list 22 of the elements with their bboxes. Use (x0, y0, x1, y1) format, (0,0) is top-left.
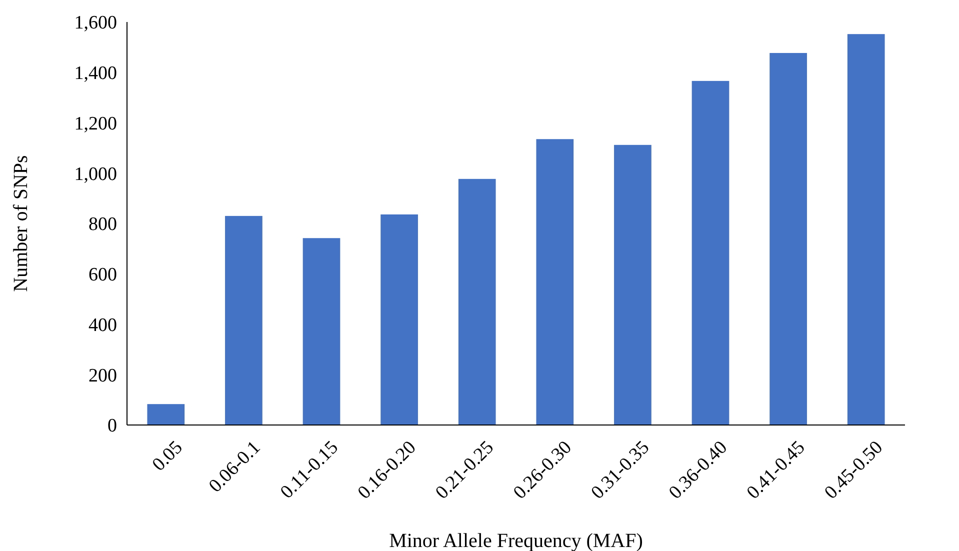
y-tick-label: 200 (88, 365, 117, 386)
bar (692, 80, 730, 425)
y-tick-label: 1,600 (74, 12, 117, 34)
bar (536, 139, 574, 425)
bar (147, 404, 185, 425)
y-tick-label: 1,400 (74, 63, 117, 84)
bar (302, 238, 340, 425)
y-tick-label: 800 (88, 214, 117, 236)
bar (770, 52, 807, 425)
y-tick-label: 400 (88, 314, 117, 336)
bar (458, 178, 496, 425)
y-axis-title: Number of SNPs (10, 154, 32, 292)
y-tick-label: 1,200 (74, 113, 117, 134)
x-tick-label: 0.05 (148, 437, 187, 476)
y-tick-label: 600 (88, 264, 117, 286)
bar (225, 216, 262, 425)
y-tick-label: 1,000 (74, 164, 117, 185)
bar (847, 34, 885, 425)
bar (614, 144, 652, 425)
x-axis-title: Minor Allele Frequency (MAF) (389, 530, 643, 551)
bar (380, 214, 418, 425)
y-tick-label: 0 (108, 416, 117, 437)
